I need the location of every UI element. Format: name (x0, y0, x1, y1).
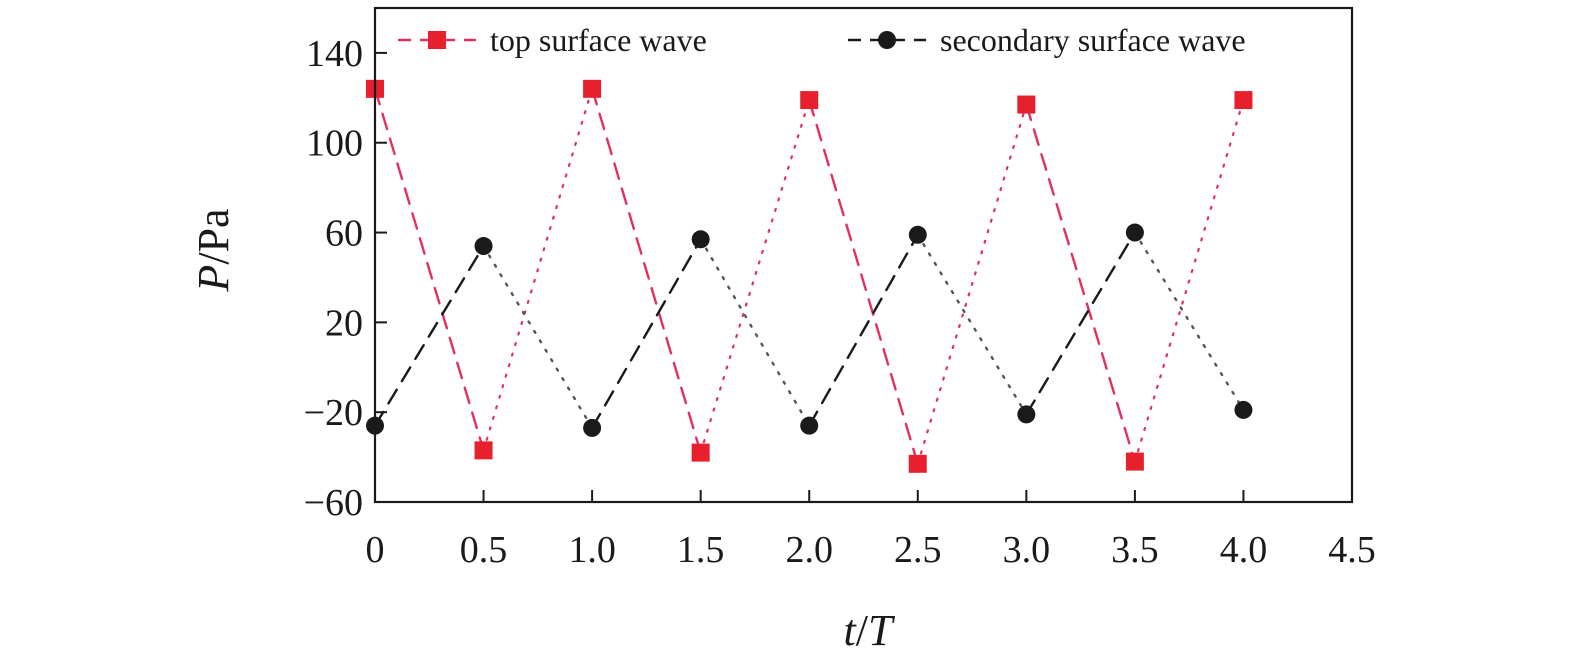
top-surface-wave-segment (808, 98, 919, 466)
secondary-surface-wave-point (1125, 223, 1144, 242)
y-tick-label: 60 (325, 213, 363, 255)
top-surface-wave-segment (373, 87, 485, 452)
x-tick-label: 4.0 (1220, 529, 1268, 571)
x-tick-label: 2.0 (785, 529, 833, 571)
x-tick-label: 1.0 (568, 529, 616, 571)
axis-ticks: 0 0.5 1.0 1.5 2.0 2.5 3.0 3.5 4.0 4.5 −60 −20 20 60 10… (304, 33, 1376, 571)
secondary-surface-wave-segment (482, 244, 594, 430)
secondary-surface-wave-segment (699, 238, 811, 427)
top-surface-wave-point (1234, 91, 1253, 110)
top-surface-wave-point (691, 443, 710, 462)
x-tick-label: 1.5 (677, 529, 725, 571)
top-surface-wave-segment (482, 87, 594, 452)
secondary-surface-wave-segment (590, 238, 702, 430)
top-surface-wave-point (908, 454, 927, 473)
x-tick-label: 3.0 (1003, 529, 1051, 571)
top-surface-wave-point (474, 441, 493, 460)
legend-marker-secondary-surface-wave (878, 31, 896, 49)
y-tick-label: 100 (306, 123, 363, 165)
top-surface-wave-segment (1133, 98, 1245, 463)
legend-label-secondary-surface-wave: secondary surface wave (940, 22, 1246, 58)
secondary-surface-wave-segment (1025, 231, 1137, 416)
top-surface-wave-segment (916, 103, 1028, 465)
y-tick-label: −60 (304, 482, 363, 524)
secondary-surface-wave-point (1017, 405, 1036, 424)
y-tick-label: 140 (306, 33, 363, 75)
x-tick-label: 4.5 (1328, 529, 1376, 571)
x-tick-label: 0.5 (460, 529, 508, 571)
secondary-surface-wave-segment (373, 244, 485, 427)
data-markers (366, 79, 1253, 473)
top-surface-wave-point (800, 91, 819, 110)
x-axis-sep: / (856, 606, 869, 655)
secondary-surface-wave-point (1234, 400, 1253, 419)
secondary-surface-wave-segment (808, 233, 919, 427)
plot-frame (373, 6, 1354, 504)
x-tick-label: 0 (366, 529, 385, 571)
top-surface-wave-segment (699, 98, 811, 454)
x-axis-label: t/T (844, 606, 896, 655)
secondary-surface-wave-point (474, 237, 493, 256)
legend-marker-top-surface-wave (428, 31, 446, 49)
secondary-surface-wave-segment (916, 233, 1028, 416)
y-axis-label: P/Pa (189, 208, 238, 292)
y-axis-unit: Pa (189, 208, 238, 252)
top-surface-wave-point (1125, 452, 1144, 471)
top-surface-wave-segment (590, 87, 702, 454)
secondary-surface-wave-point (583, 418, 602, 437)
top-surface-wave-segment (1025, 103, 1137, 463)
secondary-surface-wave-point (691, 230, 710, 249)
y-tick-label: −20 (304, 392, 363, 434)
top-surface-wave-point (583, 79, 602, 98)
y-tick-label: 20 (325, 302, 363, 344)
secondary-surface-wave-point (908, 225, 927, 244)
top-surface-wave-point (1017, 95, 1036, 114)
legend: top surface wave secondary surface wave (398, 22, 1246, 58)
y-axis-var: P (189, 265, 238, 293)
secondary-surface-wave-segment (1133, 231, 1245, 412)
legend-label-top-surface-wave: top surface wave (490, 22, 707, 58)
secondary-surface-wave-point (800, 416, 819, 435)
connecting-segments (373, 87, 1245, 466)
x-axis-var: t (844, 606, 858, 655)
x-tick-label: 2.5 (894, 529, 942, 571)
x-tick-label: 3.5 (1111, 529, 1159, 571)
y-axis-sep: / (189, 252, 238, 265)
x-axis-unit: T (868, 606, 896, 655)
